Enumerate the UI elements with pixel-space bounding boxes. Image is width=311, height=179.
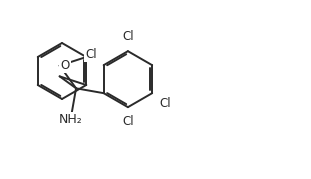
Text: Cl: Cl — [122, 115, 134, 128]
Text: Cl: Cl — [122, 30, 134, 43]
Text: Cl: Cl — [159, 97, 171, 110]
Text: O: O — [61, 59, 70, 72]
Text: NH₂: NH₂ — [59, 113, 83, 126]
Text: Cl: Cl — [85, 48, 97, 61]
